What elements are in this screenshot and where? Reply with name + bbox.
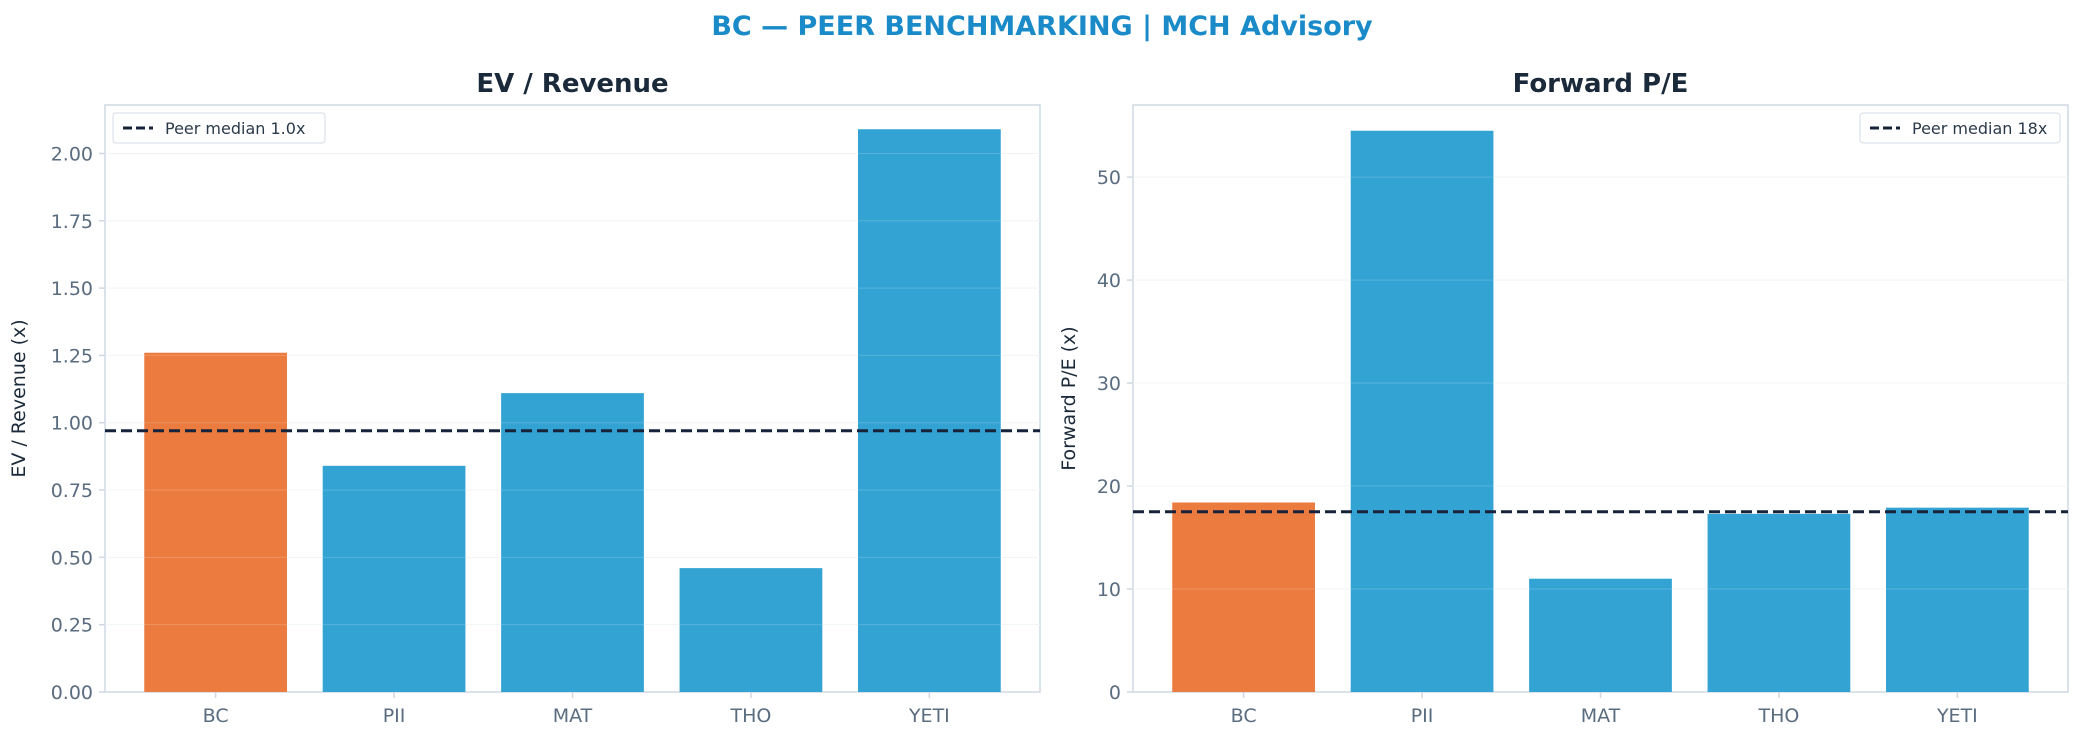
bar-bc xyxy=(144,352,288,692)
chart-panel-2: BC PII MAT THO YETI 0 10 20 30 40 50 Peer median 18… xyxy=(1058,69,2069,727)
y-tick-label: 1.00 xyxy=(51,413,93,435)
legend-box xyxy=(1859,112,2061,144)
y-tick-label: 20 xyxy=(1097,476,1121,498)
x-tick-label: THO xyxy=(1758,705,1800,727)
x-tick-label: BC xyxy=(203,705,229,727)
legend-label: Peer median 18x xyxy=(1912,119,2047,138)
y-tick-label: 0 xyxy=(1109,682,1121,704)
y-tick-label: 0.50 xyxy=(51,547,93,569)
chart-panel-1: BC PII MAT THO YETI 0.00 0.25 0.50 0.75 1.00 1.25 1… xyxy=(8,69,1041,727)
x-tick-label: MAT xyxy=(553,705,593,727)
y-tick-label: 0.25 xyxy=(51,615,93,637)
bar-bc xyxy=(1172,502,1316,692)
x-tick-label: MAT xyxy=(1581,705,1621,727)
y-axis-label: EV / Revenue (x) xyxy=(8,319,30,477)
bar-yeti xyxy=(857,129,1001,692)
y-tick-label: 10 xyxy=(1097,579,1121,601)
bar-tho xyxy=(1707,513,1851,692)
legend-box xyxy=(112,112,326,144)
panel-title: EV / Revenue xyxy=(476,69,668,99)
x-tick-label: PII xyxy=(1411,705,1434,727)
x-tick-label: YETI xyxy=(908,705,950,727)
y-tick-label: 0.75 xyxy=(51,480,93,502)
x-tick-label: PII xyxy=(383,705,406,727)
x-tick-label: YETI xyxy=(1936,705,1978,727)
x-tick-label: THO xyxy=(730,705,772,727)
bar-pii xyxy=(322,465,466,692)
figure-title: BC — PEER BENCHMARKING | MCH Advisory xyxy=(711,11,1373,42)
y-tick-label: 1.75 xyxy=(51,211,93,233)
y-tick-label: 0.00 xyxy=(51,682,93,704)
y-tick-label: 30 xyxy=(1097,373,1121,395)
x-tick-label: BC xyxy=(1231,705,1257,727)
bar-pii xyxy=(1350,130,1494,693)
legend-label: Peer median 1.0x xyxy=(165,119,305,138)
y-tick-label: 2.00 xyxy=(51,143,93,165)
bar-tho xyxy=(679,568,823,692)
y-tick-label: 1.25 xyxy=(51,345,93,367)
y-tick-label: 40 xyxy=(1097,270,1121,292)
y-axis-label: Forward P/E (x) xyxy=(1058,326,1080,470)
panel-title: Forward P/E xyxy=(1513,69,1689,99)
bar-yeti xyxy=(1885,507,2029,692)
bar-mat xyxy=(1529,578,1672,692)
y-tick-label: 1.50 xyxy=(51,278,93,300)
bar-mat xyxy=(501,393,644,692)
y-tick-label: 50 xyxy=(1097,167,1121,189)
